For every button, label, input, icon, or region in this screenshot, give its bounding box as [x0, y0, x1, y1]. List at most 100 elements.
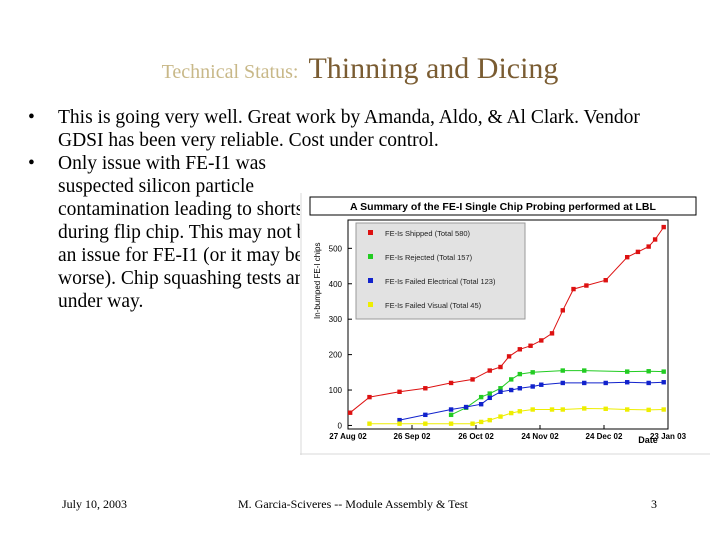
- data-point-visual: [498, 414, 503, 419]
- data-point-visual: [478, 419, 484, 425]
- data-point-visual: [367, 421, 372, 426]
- data-point-electrical: [397, 417, 402, 423]
- legend-label-rejected: FE-Is Rejected (Total 157): [385, 253, 473, 262]
- data-point-shipped: [571, 286, 576, 292]
- data-point-rejected: [624, 369, 630, 374]
- data-point-visual: [487, 417, 492, 423]
- data-point-rejected: [498, 386, 503, 391]
- data-point-rejected: [582, 368, 587, 373]
- data-point-shipped: [423, 386, 428, 391]
- data-point-shipped: [397, 389, 402, 395]
- x-tick-label: 24 Nov 02: [521, 432, 559, 441]
- legend-marker-electrical: [368, 278, 373, 283]
- bullet-dot-icon: •: [28, 153, 35, 174]
- series-line-shipped: [349, 226, 665, 414]
- footer-page-number: 3: [651, 497, 657, 511]
- data-point-shipped: [470, 377, 475, 382]
- data-point-electrical: [498, 389, 503, 395]
- legend-marker-rejected: [368, 254, 373, 259]
- data-point-shipped: [560, 308, 565, 313]
- data-point-shipped: [448, 380, 454, 386]
- legend-box: [355, 222, 526, 320]
- chart-title: A Summary of the FE-I Single Chip Probin…: [350, 201, 656, 213]
- x-axis-label: Date: [638, 435, 658, 445]
- title-prefix: Technical Status:: [161, 61, 299, 83]
- x-tick-label: 27 Aug 02: [329, 432, 367, 441]
- data-point-shipped: [624, 254, 630, 260]
- data-point-electrical: [646, 380, 651, 386]
- data-point-shipped: [517, 347, 523, 352]
- data-point-visual: [603, 406, 608, 412]
- data-point-visual: [517, 409, 523, 414]
- y-axis-ticks: 0 100 200 300 400 500: [329, 244, 352, 430]
- data-point-visual: [530, 407, 535, 412]
- data-point-shipped: [652, 237, 658, 242]
- bullet-text: This is going very well. Great work by A…: [58, 107, 640, 151]
- legend-items: FE-Is Shipped (Total 580) FE-Is Rejected …: [368, 229, 496, 310]
- data-point-shipped: [584, 283, 589, 288]
- data-point-visual: [397, 421, 402, 426]
- data-point-electrical: [478, 402, 484, 407]
- data-point-electrical: [530, 384, 535, 389]
- data-point-electrical: [661, 380, 666, 385]
- data-point-electrical: [423, 412, 428, 418]
- bullet-item: • Only issue with FE-I1 was suspected si…: [28, 152, 688, 313]
- bullet-dot-icon: •: [28, 107, 35, 128]
- data-point-electrical: [517, 386, 523, 391]
- data-point-visual: [661, 407, 666, 412]
- chart-title-box: [309, 196, 697, 216]
- data-point-rejected: [530, 370, 535, 375]
- y-tick-label: 0: [338, 421, 343, 430]
- legend-marker-visual: [368, 302, 373, 307]
- data-point-rejected: [487, 391, 492, 396]
- series-group: [347, 224, 666, 426]
- data-point-visual: [624, 407, 630, 412]
- bullet-text: Only issue with FE-I1 was suspected sili…: [58, 153, 315, 312]
- data-point-shipped: [539, 338, 544, 343]
- data-point-electrical: [509, 387, 514, 393]
- y-tick-label: 400: [329, 280, 343, 289]
- data-point-rejected: [448, 412, 454, 418]
- data-point-shipped: [603, 278, 608, 283]
- x-tick-label: 26 Oct 02: [458, 432, 494, 441]
- data-point-rejected: [661, 369, 666, 374]
- data-point-visual: [582, 406, 587, 411]
- data-point-electrical: [560, 380, 565, 386]
- data-point-shipped: [506, 354, 512, 359]
- data-point-electrical: [487, 395, 492, 401]
- data-point-electrical: [603, 380, 608, 386]
- slide-title: Technical Status: Thinning and Dicing: [0, 52, 720, 86]
- data-point-shipped: [549, 331, 555, 336]
- y-tick-label: 200: [329, 351, 343, 360]
- data-point-visual: [646, 407, 651, 413]
- data-point-rejected: [509, 377, 514, 382]
- data-point-electrical: [448, 407, 454, 412]
- y-tick-label: 100: [329, 386, 343, 395]
- series-line-visual: [369, 407, 664, 425]
- probing-summary-chart: A Summary of the FE-I Single Chip Probin…: [300, 193, 710, 455]
- bullet-list: • This is going very well. Great work by…: [28, 106, 688, 313]
- y-tick-label: 300: [329, 315, 343, 324]
- data-point-visual: [470, 421, 475, 426]
- footer-date: July 10, 2003: [62, 497, 128, 511]
- legend: FE-Is Shipped (Total 580) FE-Is Rejected …: [355, 222, 526, 320]
- bullet-item: • This is going very well. Great work by…: [28, 106, 688, 152]
- data-point-rejected: [560, 368, 565, 373]
- plot-frame: [347, 219, 669, 430]
- x-tick-label: 23 Jan 03: [650, 432, 687, 441]
- data-point-shipped: [487, 368, 492, 373]
- legend-label-electrical: FE-Is Failed Electrical (Total 123): [385, 277, 496, 286]
- data-point-visual: [448, 421, 454, 426]
- data-point-rejected: [517, 371, 523, 377]
- legend-label-shipped: FE-Is Shipped (Total 580): [385, 229, 471, 238]
- x-tick-label: 24 Dec 02: [586, 432, 623, 441]
- data-point-visual: [560, 407, 565, 412]
- y-axis-label: In-bumped FE-I chips: [313, 243, 322, 319]
- data-point-visual: [423, 421, 428, 426]
- data-point-rejected: [478, 394, 484, 400]
- data-point-shipped: [646, 244, 651, 249]
- data-point-visual: [509, 410, 514, 416]
- data-point-shipped: [498, 364, 503, 370]
- data-point-electrical: [582, 380, 587, 386]
- data-point-shipped: [635, 249, 641, 255]
